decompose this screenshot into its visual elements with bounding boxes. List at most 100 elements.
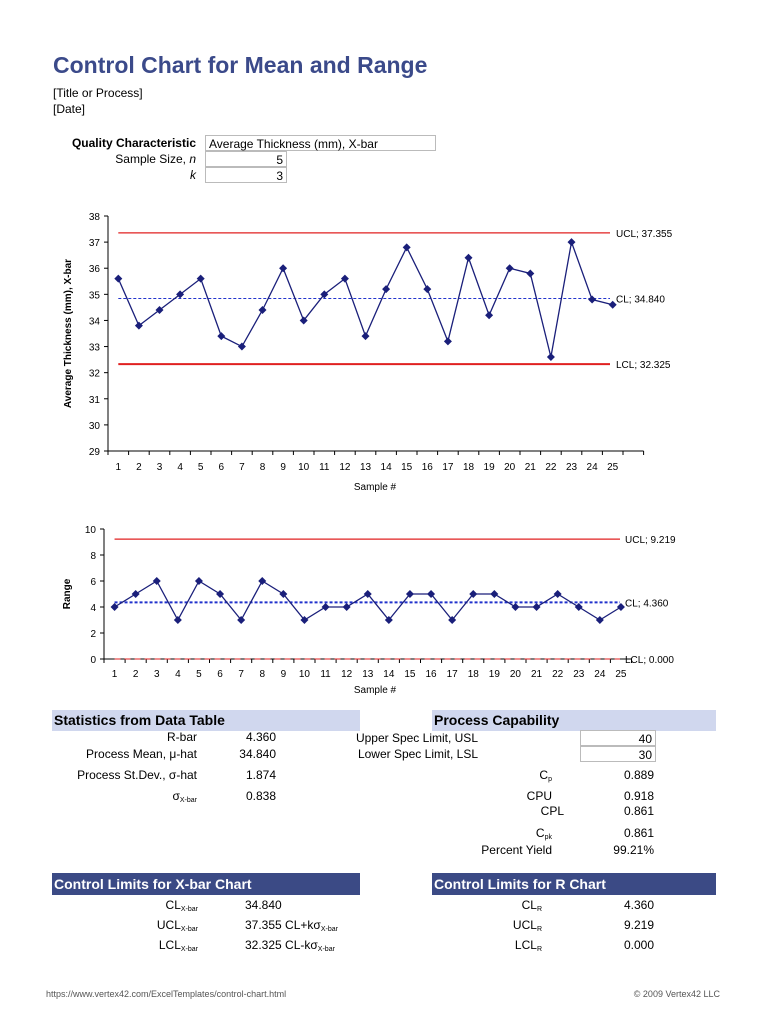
date-text: [Date]: [53, 102, 86, 116]
xbar-limits-header: Control Limits for X-bar Chart: [52, 873, 360, 895]
range-data-point: [216, 590, 225, 598]
range-data-point: [384, 616, 393, 624]
range-x-tick-label: 24: [594, 669, 606, 680]
usl-label: Upper Spec Limit, USL: [355, 731, 478, 745]
xbar-data-point: [464, 253, 473, 262]
xbar-data-point: [526, 269, 535, 278]
xbar-x-tick-label: 12: [339, 462, 351, 473]
xbar-limit-label-sub: X-bar: [180, 926, 198, 933]
range-y-tick-label: 10: [85, 525, 97, 536]
xbar-data-point: [608, 300, 617, 309]
footer-url[interactable]: https://www.vertex42.com/ExcelTemplates/…: [46, 989, 287, 999]
xbar-x-tick-label: 13: [360, 462, 372, 473]
capability-label-text: Percent Yield: [481, 843, 552, 857]
stats-header: Statistics from Data Table: [52, 710, 360, 731]
xbar-x-tick-label: 3: [157, 462, 163, 473]
capability-value: 0.861: [623, 826, 654, 840]
footer-copyright: © 2009 Vertex42 LLC: [633, 989, 720, 999]
xbar-data-point: [505, 264, 514, 273]
range-x-axis-label: Sample #: [354, 685, 397, 696]
xbar-y-tick-label: 29: [89, 447, 101, 458]
capability-label-text: C: [535, 826, 545, 840]
xbar-x-tick-label: 25: [607, 462, 619, 473]
range-data-point: [237, 616, 246, 624]
capability-value: 0.889: [623, 768, 654, 782]
stats-label: R-bar: [167, 730, 197, 744]
xbar-data-point: [320, 290, 329, 299]
range-data-point: [616, 603, 625, 611]
xbar-limit-formula-sub: X-bar: [317, 946, 335, 953]
range-x-tick-label: 19: [489, 669, 501, 680]
capability-label-text: CPL: [540, 804, 564, 818]
stats-label-text: σ: [172, 789, 180, 803]
stats-label-text: R-bar: [166, 730, 197, 744]
xbar-x-tick-label: 22: [545, 462, 557, 473]
xbar-x-tick-label: 19: [484, 462, 496, 473]
r-limit-value: 4.360: [623, 898, 654, 912]
xbar-data-point: [134, 321, 143, 330]
quality-characteristic-input[interactable]: Average Thickness (mm), X-bar: [205, 135, 436, 151]
range-x-tick-label: 1: [112, 669, 118, 680]
xbar-x-tick-label: 2: [136, 462, 142, 473]
usl-input[interactable]: 40: [580, 730, 656, 746]
sample-size-label-text: Sample Size,: [115, 152, 190, 166]
range-data-point: [279, 590, 288, 598]
r-limits-header: Control Limits for R Chart: [432, 873, 716, 895]
r-limit-label: LCLR: [515, 938, 542, 953]
range-x-tick-label: 10: [299, 669, 311, 680]
xbar-data-point: [176, 290, 185, 299]
xbar-limit-value: 34.840: [245, 898, 282, 913]
range-y-tick-label: 0: [90, 655, 96, 666]
xbar-x-tick-label: 16: [422, 462, 434, 473]
xbar-x-tick-label: 18: [463, 462, 475, 473]
k-input[interactable]: 3: [205, 167, 287, 183]
range-data-point: [469, 590, 478, 598]
xbar-data-point: [382, 285, 391, 294]
xbar-data-point: [567, 238, 576, 247]
quality-characteristic-label: Quality Characteristic: [71, 136, 196, 150]
capability-label: CPL: [541, 804, 564, 818]
capability-label: CPU: [527, 789, 552, 803]
xbar-x-tick-label: 20: [504, 462, 516, 473]
xbar-x-tick-label: 7: [239, 462, 245, 473]
xbar-data-point: [402, 243, 411, 252]
range-ucl-label: UCL; 9.219: [625, 535, 676, 546]
range-data-point: [553, 590, 562, 598]
xbar-limit-value-text: 37.355: [245, 918, 282, 932]
xbar-x-tick-label: 4: [177, 462, 183, 473]
sample-size-input[interactable]: 5: [205, 151, 287, 167]
xbar-limit-formula: CL+kσ: [285, 918, 321, 932]
xbar-y-axis-label: Average Thickness (mm), X-bar: [63, 259, 74, 408]
xbar-x-tick-label: 10: [298, 462, 310, 473]
xbar-limit-label-text: CL: [165, 898, 181, 912]
r-limit-label-sub: R: [536, 926, 542, 933]
r-limit-label-text: LCL: [514, 938, 537, 952]
xbar-y-tick-label: 38: [89, 212, 101, 223]
xbar-data-point: [279, 264, 288, 273]
range-y-tick-label: 4: [90, 603, 96, 614]
xbar-y-tick-label: 35: [89, 290, 101, 301]
range-x-tick-label: 2: [133, 669, 139, 680]
range-x-tick-label: 13: [362, 669, 374, 680]
stats-label-text: Process St.Dev., σ-hat: [77, 768, 197, 782]
range-x-tick-label: 14: [383, 669, 395, 680]
range-x-tick-label: 23: [573, 669, 585, 680]
lsl-input[interactable]: 30: [580, 746, 656, 762]
range-y-tick-label: 6: [90, 577, 96, 588]
range-y-tick-label: 8: [90, 551, 96, 562]
r-limit-label: UCLR: [513, 918, 542, 933]
stats-label: Process St.Dev., σ-hat: [77, 768, 197, 782]
xbar-x-tick-label: 17: [442, 462, 454, 473]
range-data-point: [131, 590, 140, 598]
xbar-ucl-label: UCL; 37.355: [616, 229, 673, 240]
xbar-x-tick-label: 11: [319, 462, 330, 473]
stats-value: 34.840: [239, 747, 276, 761]
range-data-point: [173, 616, 182, 624]
xbar-x-axis-label: Sample #: [354, 482, 397, 493]
capability-label: Cpk: [536, 826, 552, 841]
range-series-line: [114, 580, 622, 622]
range-x-tick-label: 3: [154, 669, 160, 680]
range-data-point: [532, 603, 541, 611]
